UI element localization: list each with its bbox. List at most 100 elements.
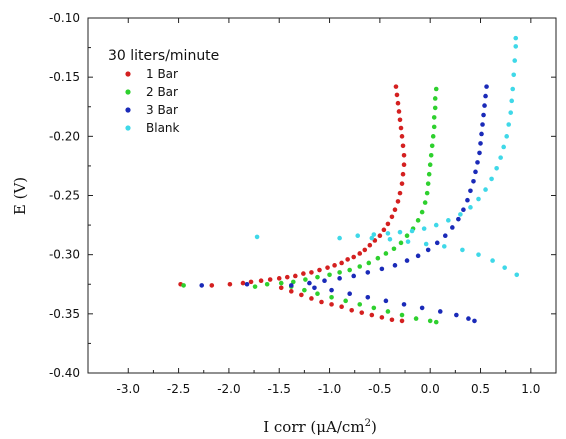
data-point-1-bar <box>389 317 395 323</box>
data-point-2-bar <box>302 287 307 293</box>
data-point-2-bar <box>431 115 437 120</box>
data-point-3-bar <box>480 122 485 127</box>
data-point-1-bar <box>385 221 391 227</box>
y-tick-label: -0.30 <box>49 248 80 262</box>
data-point-2-bar <box>419 209 425 215</box>
data-point-blank <box>509 98 515 104</box>
data-point-1-bar <box>339 304 344 310</box>
data-point-1-bar <box>393 84 399 89</box>
data-point-1-bar <box>396 109 402 114</box>
data-point-1-bar <box>397 190 403 196</box>
data-point-3-bar <box>365 270 371 275</box>
data-point-1-bar <box>227 281 233 287</box>
data-point-3-bar <box>454 312 459 318</box>
data-point-1-bar <box>379 315 385 320</box>
x-tick-label: 1.0 <box>521 382 540 396</box>
data-point-blank <box>409 228 415 234</box>
data-point-3-bar <box>351 273 357 279</box>
legend-marker-1-bar <box>125 71 131 77</box>
data-point-3-bar <box>479 131 484 137</box>
data-point-1-bar <box>369 312 375 318</box>
data-point-2-bar <box>432 96 438 101</box>
data-point-blank <box>510 86 516 92</box>
data-point-1-bar <box>400 143 406 149</box>
data-point-blank <box>460 247 465 253</box>
legend-label-1-bar: 1 Bar <box>146 67 178 81</box>
data-point-1-bar <box>349 307 354 313</box>
data-point-3-bar <box>465 197 470 203</box>
data-point-2-bar <box>371 305 377 311</box>
data-point-blank <box>254 234 260 240</box>
data-point-3-bar <box>481 112 486 118</box>
y-tick-label: -0.15 <box>49 70 80 84</box>
data-point-blank <box>483 187 488 192</box>
data-point-3-bar <box>337 276 342 281</box>
y-tick-label: -0.40 <box>49 366 80 380</box>
y-tick-label: -0.20 <box>49 129 80 143</box>
data-point-1-bar <box>398 125 404 131</box>
data-point-2-bar <box>427 318 433 324</box>
data-point-blank <box>476 252 481 257</box>
data-point-1-bar <box>240 280 246 286</box>
data-point-1-bar <box>351 254 357 260</box>
data-point-1-bar <box>381 227 387 233</box>
data-point-1-bar <box>293 273 298 279</box>
data-point-1-bar <box>401 162 407 168</box>
data-point-1-bar <box>209 283 215 288</box>
data-point-2-bar <box>391 246 397 252</box>
data-point-blank <box>387 236 393 242</box>
x-tick-label: 0.0 <box>421 382 440 396</box>
data-point-1-bar <box>329 302 334 307</box>
data-point-1-bar <box>289 289 294 294</box>
data-point-2-bar <box>347 267 352 273</box>
data-point-1-bar <box>377 233 383 239</box>
data-point-1-bar <box>309 270 314 275</box>
data-point-1-bar <box>362 247 368 253</box>
data-point-2-bar <box>398 240 404 246</box>
data-point-2-bar <box>404 233 410 239</box>
data-point-3-bar <box>472 318 477 324</box>
data-point-2-bar <box>181 283 186 288</box>
data-point-2-bar <box>327 272 332 278</box>
data-point-1-bar <box>392 207 398 212</box>
data-point-blank <box>494 165 499 171</box>
data-point-2-bar <box>315 291 320 297</box>
data-point-3-bar <box>289 283 294 288</box>
data-point-1-bar <box>394 92 400 98</box>
data-point-3-bar <box>468 188 473 194</box>
data-point-2-bar <box>427 162 433 168</box>
data-point-2-bar <box>424 190 430 196</box>
data-point-3-bar <box>466 316 471 321</box>
data-point-3-bar <box>392 263 398 268</box>
data-point-3-bar <box>434 240 440 246</box>
data-point-blank <box>405 239 411 244</box>
data-point-2-bar <box>278 280 284 286</box>
data-point-1-bar <box>401 152 407 158</box>
data-point-blank <box>511 72 517 78</box>
data-point-3-bar <box>312 285 317 291</box>
data-point-2-bar <box>433 319 439 325</box>
x-tick-label: 0.5 <box>471 382 490 396</box>
data-point-2-bar <box>264 281 270 287</box>
data-point-blank <box>421 226 427 231</box>
data-point-blank <box>397 229 403 235</box>
data-point-2-bar <box>337 270 342 275</box>
data-point-2-bar <box>426 171 432 177</box>
y-tick-label: -0.35 <box>49 307 80 321</box>
data-point-2-bar <box>385 309 391 314</box>
data-point-1-bar <box>309 296 314 301</box>
legend-label-2-bar: 2 Bar <box>146 85 178 99</box>
legend-marker-blank <box>125 125 131 131</box>
data-point-3-bar <box>442 233 448 239</box>
data-point-1-bar <box>399 318 405 324</box>
data-point-2-bar <box>428 152 434 158</box>
data-point-blank <box>501 144 506 150</box>
data-point-1-bar <box>395 199 401 204</box>
data-point-3-bar <box>437 309 443 314</box>
data-point-blank <box>369 235 375 241</box>
data-point-1-bar <box>357 251 363 256</box>
data-point-2-bar <box>425 181 431 186</box>
data-point-blank <box>489 176 494 182</box>
data-point-1-bar <box>299 292 304 298</box>
data-point-3-bar <box>450 225 455 230</box>
